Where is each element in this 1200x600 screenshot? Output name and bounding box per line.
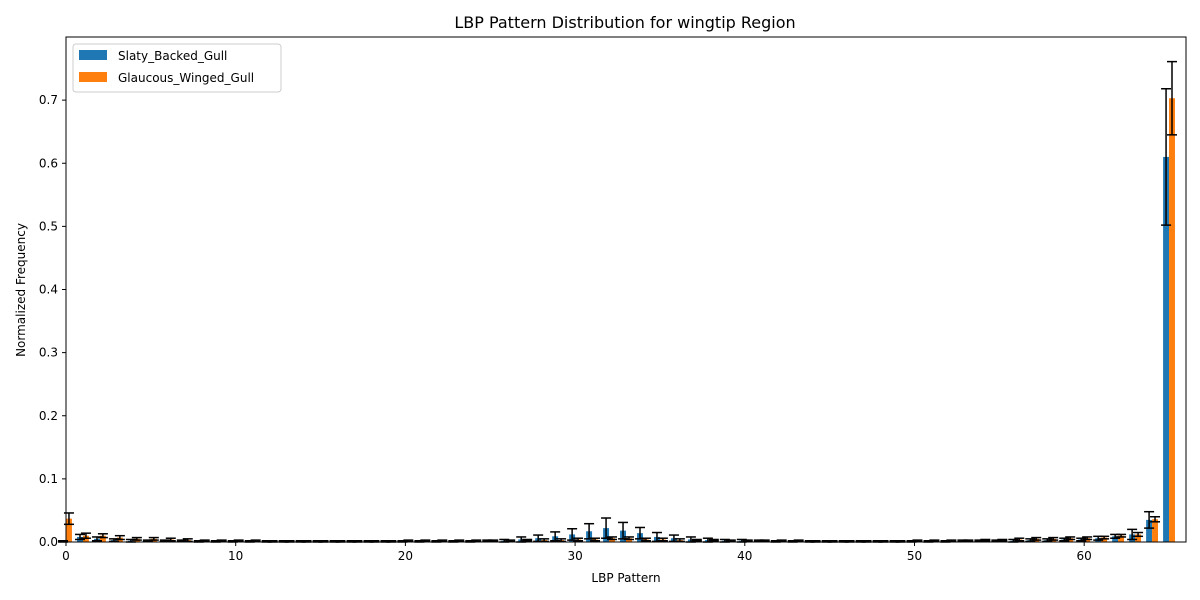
legend-label-glaucous-winged-gull: Glaucous_Winged_Gull	[118, 71, 254, 85]
bar-slaty-backed-gull-64	[1146, 519, 1153, 542]
x-axis-label: LBP Pattern	[591, 571, 660, 585]
plot-area: 0 10 20 30 40 50 60 0.0 0.1 0.2 0.3 0.4 0.5 0.6 0.7	[39, 36, 1187, 563]
y-tick-label-0.2: 0.2	[39, 409, 58, 423]
x-tick-label-20: 20	[398, 549, 413, 563]
y-axis-label: Normalized Frequency	[14, 223, 28, 357]
x-tick-label-30: 30	[567, 549, 582, 563]
x-tick-label-10: 10	[228, 549, 243, 563]
errorbars-layer	[58, 60, 1177, 543]
chart-title: LBP Pattern Distribution for wingtip Reg…	[454, 13, 795, 32]
bar-glaucous-winged-gull-2	[99, 535, 106, 542]
legend-label-slaty-backed-gull: Slaty_Backed_Gull	[118, 49, 227, 63]
legend-swatch-slaty-backed-gull	[79, 50, 107, 60]
y-tick-label-0: 0.0	[39, 535, 58, 549]
legend-swatch-glaucous-winged-gull	[79, 72, 107, 82]
y-tick-label-0.4: 0.4	[39, 283, 58, 297]
bar-glaucous-winged-gull-0	[66, 518, 72, 542]
x-axis: 0 10 20 30 40 50 60	[62, 542, 1092, 563]
y-tick-label-0.1: 0.1	[39, 472, 58, 486]
x-tick-label-60: 60	[1077, 549, 1092, 563]
legend-box	[72, 43, 282, 93]
bar-glaucous-winged-gull-65	[1169, 98, 1175, 542]
x-tick-label-0: 0	[62, 549, 70, 563]
bar-glaucous-winged-gull-64	[1152, 519, 1158, 542]
bar-glaucous-winged-gull-61	[1101, 537, 1108, 542]
y-tick-label-0.7: 0.7	[39, 93, 58, 107]
y-tick-label-0.3: 0.3	[39, 346, 58, 360]
bar-glaucous-winged-gull-63	[1135, 534, 1142, 542]
bar-slaty-backed-gull-62	[1112, 536, 1119, 542]
plot-frame	[65, 36, 1187, 543]
bar-slaty-backed-gull-65	[1163, 156, 1170, 542]
legend: Slaty_Backed_Gull Glaucous_Winged_Gull	[72, 43, 282, 93]
bars-layer	[60, 98, 1175, 542]
bar-glaucous-winged-gull-62	[1118, 535, 1125, 542]
x-tick-label-50: 50	[907, 549, 922, 563]
y-tick-label-0.5: 0.5	[39, 219, 58, 233]
y-tick-label-0.6: 0.6	[39, 156, 58, 170]
x-tick-label-40: 40	[737, 549, 752, 563]
y-axis: 0.0 0.1 0.2 0.3 0.4 0.5 0.6 0.7	[39, 93, 66, 549]
